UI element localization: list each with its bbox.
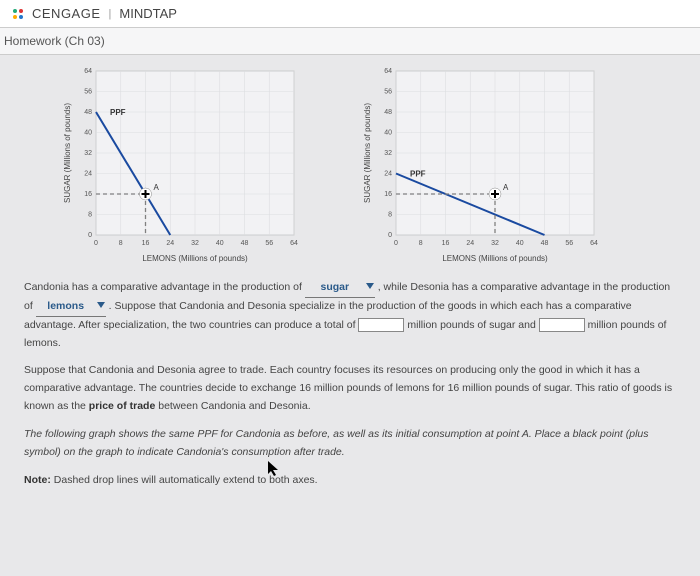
note-label: Note:	[24, 474, 51, 486]
cengage-logo-icon	[12, 8, 24, 20]
dropdown-advantage-1[interactable]: sugar	[305, 279, 375, 298]
svg-text:48: 48	[84, 109, 92, 116]
svg-text:64: 64	[384, 68, 392, 75]
svg-text:24: 24	[466, 240, 474, 247]
svg-text:32: 32	[384, 150, 392, 157]
svg-text:A: A	[154, 183, 160, 192]
svg-text:16: 16	[384, 191, 392, 198]
brand-mindtap: MINDTAP	[119, 6, 177, 21]
svg-text:24: 24	[384, 171, 392, 178]
caret-down-icon	[366, 283, 374, 289]
paragraph-3: The following graph shows the same PPF f…	[24, 426, 676, 462]
svg-text:A: A	[503, 183, 509, 192]
p2b: between Candonia and Desonia.	[158, 400, 310, 412]
svg-text:64: 64	[84, 68, 92, 75]
homework-title: Homework (Ch 03)	[4, 34, 105, 48]
svg-text:24: 24	[84, 171, 92, 178]
charts-row: 00881616242432324040484856566464PPFALEMO…	[0, 55, 700, 269]
chart-candonia[interactable]: 00 8 8 16 16 24 24 32 32 40 40 48 48 56 56 64 64 PPF A LEMO…	[60, 65, 300, 265]
input-total-lemons[interactable]	[539, 318, 585, 332]
paragraph-1: Candonia has a comparative advantage in …	[24, 279, 676, 352]
svg-text:8: 8	[88, 212, 92, 219]
svg-text:40: 40	[216, 240, 224, 247]
p2bold: price of trade	[89, 400, 156, 412]
svg-text:PPF: PPF	[410, 170, 426, 179]
chart-desonia[interactable]: 00 8 8 16 16 24 24 32 32 40 40 48 48 56 56 64 64 PPF A LEMO…	[360, 65, 600, 265]
svg-text:8: 8	[419, 240, 423, 247]
svg-text:64: 64	[290, 240, 298, 247]
svg-text:16: 16	[442, 240, 450, 247]
svg-text:SUGAR (Millions of pounds): SUGAR (Millions of pounds)	[63, 103, 72, 203]
svg-text:64: 64	[590, 240, 598, 247]
svg-text:LEMONS (Millions of pounds): LEMONS (Millions of pounds)	[142, 254, 248, 263]
svg-text:32: 32	[491, 240, 499, 247]
p1a: Candonia has a comparative advantage in …	[24, 281, 305, 293]
svg-text:48: 48	[384, 109, 392, 116]
svg-text:40: 40	[516, 240, 524, 247]
caret-down-icon	[97, 302, 105, 308]
p1d: million pounds of sugar and	[407, 319, 538, 331]
svg-text:16: 16	[84, 191, 92, 198]
svg-text:0: 0	[94, 240, 98, 247]
svg-text:SUGAR (Millions of pounds): SUGAR (Millions of pounds)	[363, 103, 372, 203]
svg-text:PPF: PPF	[110, 108, 126, 117]
brand-cengage: CENGAGE	[32, 6, 101, 21]
svg-text:40: 40	[384, 130, 392, 137]
svg-text:0: 0	[88, 232, 92, 239]
svg-text:32: 32	[84, 150, 92, 157]
svg-text:24: 24	[166, 240, 174, 247]
svg-text:8: 8	[119, 240, 123, 247]
dropdown-advantage-2[interactable]: lemons	[36, 298, 106, 317]
svg-text:56: 56	[265, 240, 273, 247]
input-total-sugar[interactable]	[358, 318, 404, 332]
paragraph-2: Suppose that Candonia and Desonia agree …	[24, 362, 676, 416]
svg-text:56: 56	[384, 89, 392, 96]
svg-text:8: 8	[388, 212, 392, 219]
note-text: Dashed drop lines will automatically ext…	[54, 474, 318, 486]
svg-text:0: 0	[394, 240, 398, 247]
question-text: Candonia has a comparative advantage in …	[0, 269, 700, 505]
svg-text:0: 0	[388, 232, 392, 239]
note-line: Note: Dashed drop lines will automatical…	[24, 472, 676, 490]
svg-text:56: 56	[565, 240, 573, 247]
svg-text:32: 32	[191, 240, 199, 247]
svg-text:56: 56	[84, 89, 92, 96]
app-header: CENGAGE | MINDTAP	[0, 0, 700, 28]
svg-text:16: 16	[142, 240, 150, 247]
svg-text:40: 40	[84, 130, 92, 137]
svg-text:LEMONS (Millions of pounds): LEMONS (Millions of pounds)	[442, 254, 548, 263]
dropdown-value-1: sugar	[320, 281, 349, 293]
page-subheader: Homework (Ch 03)	[0, 28, 700, 55]
p3a: The following graph shows the same PPF f…	[24, 428, 649, 458]
svg-text:48: 48	[541, 240, 549, 247]
brand-separator: |	[109, 8, 112, 20]
dropdown-value-2: lemons	[47, 300, 84, 312]
svg-text:48: 48	[241, 240, 249, 247]
